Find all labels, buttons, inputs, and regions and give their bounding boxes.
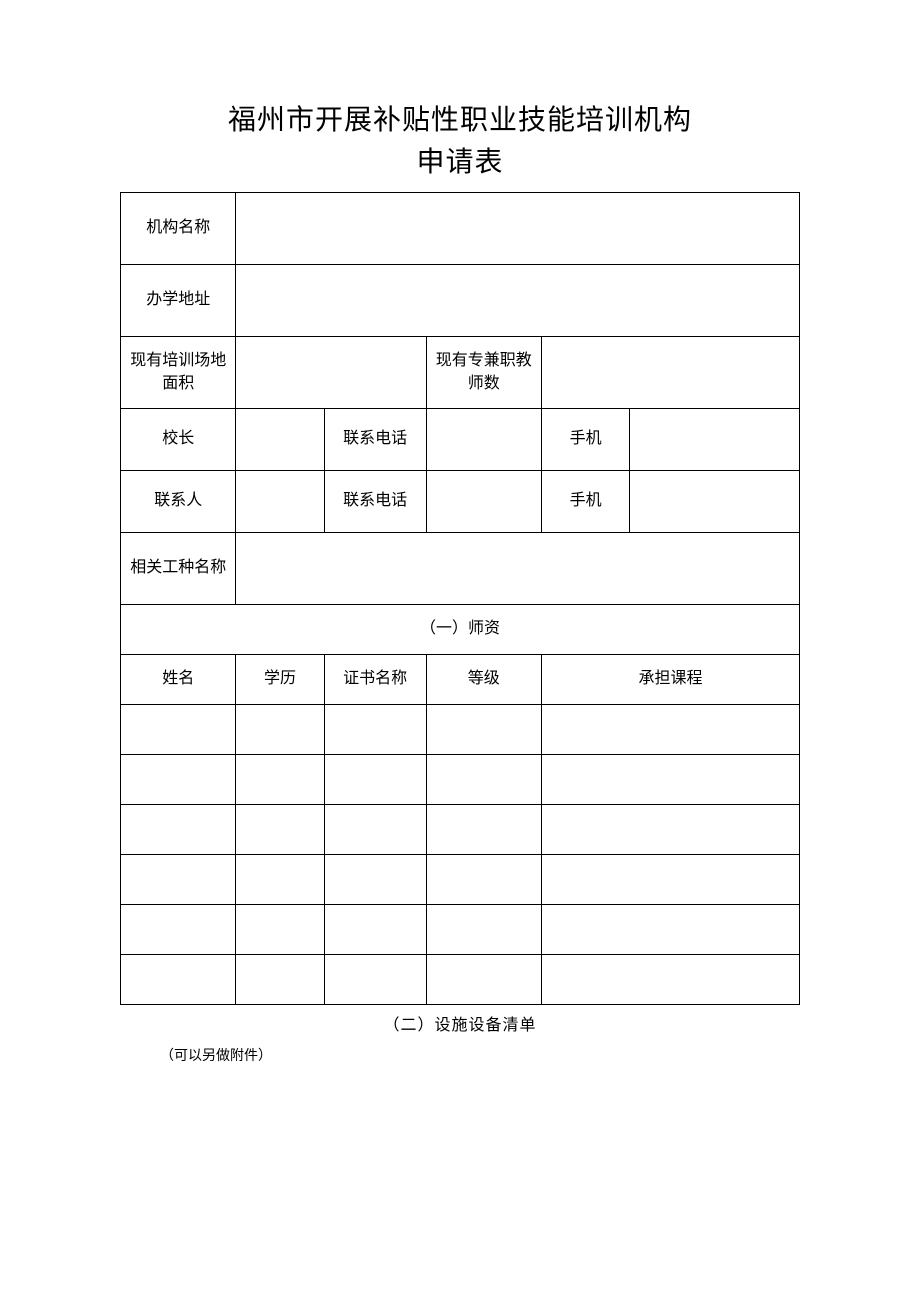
cell-course — [541, 905, 799, 955]
label-principal: 校长 — [121, 409, 236, 471]
col-cert: 证书名称 — [324, 655, 426, 705]
table-row — [121, 805, 800, 855]
col-education: 学历 — [236, 655, 324, 705]
value-principal — [236, 409, 324, 471]
col-course: 承担课程 — [541, 655, 799, 705]
cell-education — [236, 855, 324, 905]
attachment-note: （可以另做附件） — [160, 1045, 800, 1065]
cell-name — [121, 955, 236, 1005]
cell-course — [541, 705, 799, 755]
value-training-area — [236, 337, 426, 409]
cell-level — [426, 855, 541, 905]
cell-cert — [324, 855, 426, 905]
title-line-2: 申请表 — [416, 147, 503, 178]
cell-education — [236, 905, 324, 955]
label-school-address: 办学地址 — [121, 265, 236, 337]
value-school-address — [236, 265, 800, 337]
section-2-header: （二）设施设备清单 — [120, 1011, 800, 1035]
cell-cert — [324, 705, 426, 755]
value-contact-mobile — [630, 471, 800, 533]
cell-course — [541, 755, 799, 805]
label-teacher-count: 现有专兼职教师数 — [426, 337, 541, 409]
title-line-1: 福州市开展补贴性职业技能培训机构 — [228, 105, 692, 136]
col-name: 姓名 — [121, 655, 236, 705]
label-training-area: 现有培训场地面积 — [121, 337, 236, 409]
cell-level — [426, 705, 541, 755]
cell-course — [541, 805, 799, 855]
label-job-type: 相关工种名称 — [121, 533, 236, 605]
value-org-name — [236, 193, 800, 265]
cell-cert — [324, 805, 426, 855]
table-row — [121, 955, 800, 1005]
cell-course — [541, 955, 799, 1005]
cell-level — [426, 805, 541, 855]
cell-name — [121, 705, 236, 755]
cell-education — [236, 805, 324, 855]
cell-name — [121, 905, 236, 955]
cell-level — [426, 955, 541, 1005]
value-contact-person — [236, 471, 324, 533]
value-job-type — [236, 533, 800, 605]
cell-cert — [324, 955, 426, 1005]
cell-name — [121, 855, 236, 905]
cell-education — [236, 705, 324, 755]
table-row — [121, 855, 800, 905]
form-title: 福州市开展补贴性职业技能培训机构 申请表 — [120, 100, 800, 184]
cell-cert — [324, 755, 426, 805]
label-contact-mobile: 手机 — [541, 471, 629, 533]
cell-cert — [324, 905, 426, 955]
cell-name — [121, 805, 236, 855]
label-contact-phone: 联系电话 — [324, 471, 426, 533]
section-1-header: （一）师资 — [121, 605, 800, 655]
cell-level — [426, 905, 541, 955]
label-contact-person: 联系人 — [121, 471, 236, 533]
value-contact-phone — [426, 471, 541, 533]
value-principal-mobile — [630, 409, 800, 471]
label-org-name: 机构名称 — [121, 193, 236, 265]
cell-course — [541, 855, 799, 905]
table-row — [121, 905, 800, 955]
label-principal-mobile: 手机 — [541, 409, 629, 471]
cell-level — [426, 755, 541, 805]
label-principal-phone: 联系电话 — [324, 409, 426, 471]
value-teacher-count — [541, 337, 799, 409]
cell-education — [236, 755, 324, 805]
table-row — [121, 755, 800, 805]
cell-education — [236, 955, 324, 1005]
col-level: 等级 — [426, 655, 541, 705]
table-row — [121, 705, 800, 755]
cell-name — [121, 755, 236, 805]
value-principal-phone — [426, 409, 541, 471]
application-form-table: 机构名称 办学地址 现有培训场地面积 现有专兼职教师数 校长 联系电话 手机 联… — [120, 192, 800, 1005]
